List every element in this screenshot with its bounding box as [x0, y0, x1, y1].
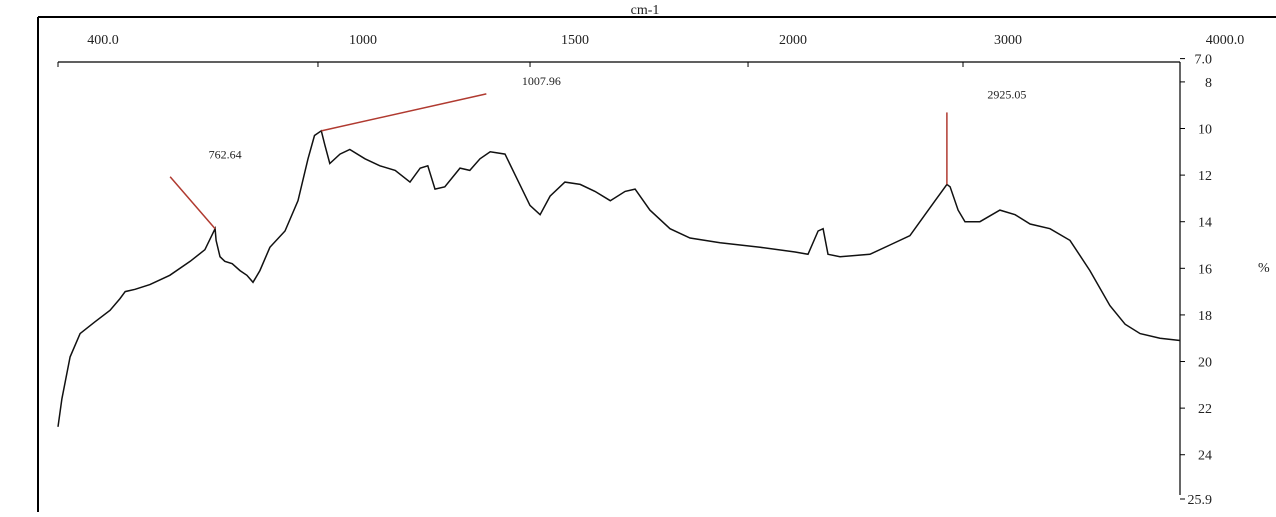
y-tick-label: 16: [1198, 262, 1212, 277]
y-tick-label: 14: [1198, 216, 1212, 231]
y-tick-label: 25.9: [1188, 493, 1213, 508]
x-tick-label: 2000: [779, 33, 807, 48]
y-tick-label: 20: [1198, 356, 1212, 371]
spectrum-line: [57, 129, 1181, 427]
peak-marker: [169, 176, 216, 230]
peak-label: 1007.96: [522, 74, 561, 88]
y-tick-label: 8: [1205, 76, 1212, 91]
x-tick-label: 4000.0: [1206, 33, 1245, 48]
y-tick-label: 12: [1198, 169, 1212, 184]
y-axis-label: %: [1258, 261, 1270, 276]
y-tick-label: 24: [1198, 449, 1212, 464]
x-axis-label: cm-1: [631, 3, 660, 18]
x-tick-label: 400.0: [87, 33, 119, 48]
y-tick-label: 18: [1198, 309, 1212, 324]
peak-marker: [321, 93, 487, 132]
x-tick-label: 1500: [561, 33, 589, 48]
x-tick-label: 3000: [994, 33, 1022, 48]
y-tick-label: 7.0: [1195, 53, 1213, 68]
peak-label: 2925.05: [987, 87, 1026, 101]
peak-label: 762.64: [209, 148, 242, 162]
y-tick-label: 10: [1198, 123, 1212, 138]
x-tick-label: 1000: [349, 33, 377, 48]
y-tick-label: 22: [1198, 402, 1212, 417]
